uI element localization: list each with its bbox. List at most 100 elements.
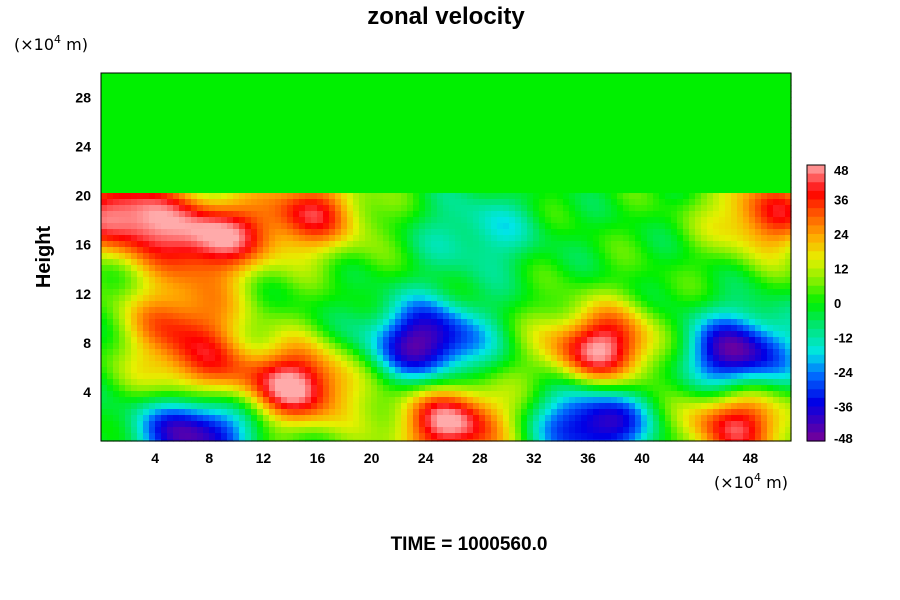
field-cell: [317, 247, 324, 254]
field-cell: [227, 241, 234, 248]
field-cell: [779, 247, 786, 254]
field-cell: [125, 103, 132, 110]
field-cell: [119, 283, 126, 290]
field-cell: [119, 163, 126, 170]
field-cell: [533, 325, 540, 332]
field-cell: [413, 295, 420, 302]
field-cell: [263, 139, 270, 146]
field-cell: [581, 211, 588, 218]
field-cell: [149, 205, 156, 212]
field-cell: [623, 139, 630, 146]
field-cell: [725, 283, 732, 290]
field-cell: [683, 199, 690, 206]
field-cell: [293, 271, 300, 278]
field-cell: [671, 127, 678, 134]
field-cell: [251, 169, 258, 176]
field-cell: [197, 187, 204, 194]
field-cell: [461, 247, 468, 254]
field-cell: [359, 211, 366, 218]
field-cell: [119, 121, 126, 128]
field-cell: [509, 205, 516, 212]
field-cell: [497, 85, 504, 92]
field-cell: [755, 217, 762, 224]
field-cell: [575, 73, 582, 80]
field-cell: [761, 253, 768, 260]
field-cell: [419, 211, 426, 218]
field-cell: [515, 253, 522, 260]
field-cell: [659, 313, 666, 320]
field-cell: [437, 253, 444, 260]
field-cell: [599, 181, 606, 188]
field-cell: [743, 211, 750, 218]
field-cell: [773, 109, 780, 116]
field-cell: [503, 235, 510, 242]
field-cell: [629, 319, 636, 326]
field-cell: [227, 139, 234, 146]
field-cell: [731, 139, 738, 146]
field-cell: [677, 313, 684, 320]
field-cell: [467, 133, 474, 140]
field-cell: [497, 157, 504, 164]
field-cell: [785, 271, 792, 278]
field-cell: [215, 109, 222, 116]
field-cell: [431, 217, 438, 224]
field-cell: [281, 301, 288, 308]
field-cell: [497, 163, 504, 170]
field-cell: [149, 217, 156, 224]
field-cell: [203, 145, 210, 152]
field-cell: [353, 277, 360, 284]
field-cell: [437, 211, 444, 218]
field-cell: [479, 235, 486, 242]
field-cell: [407, 73, 414, 80]
field-cell: [371, 121, 378, 128]
field-cell: [629, 307, 636, 314]
field-cell: [407, 79, 414, 86]
field-cell: [215, 229, 222, 236]
field-cell: [491, 295, 498, 302]
field-cell: [551, 157, 558, 164]
field-cell: [575, 265, 582, 272]
field-cell: [647, 307, 654, 314]
field-cell: [305, 205, 312, 212]
field-cell: [605, 259, 612, 266]
field-cell: [263, 115, 270, 122]
field-cell: [299, 133, 306, 140]
field-cell: [485, 175, 492, 182]
field-cell: [287, 289, 294, 296]
field-cell: [653, 79, 660, 86]
field-cell: [593, 301, 600, 308]
field-cell: [401, 289, 408, 296]
field-cell: [155, 229, 162, 236]
field-cell: [323, 235, 330, 242]
field-cell: [137, 109, 144, 116]
field-cell: [521, 259, 528, 266]
field-cell: [317, 259, 324, 266]
field-cell: [293, 313, 300, 320]
field-cell: [767, 247, 774, 254]
field-cell: [389, 187, 396, 194]
field-cell: [527, 145, 534, 152]
field-cell: [377, 127, 384, 134]
field-cell: [533, 205, 540, 212]
field-cell: [551, 307, 558, 314]
field-cell: [455, 325, 462, 332]
field-cell: [575, 223, 582, 230]
field-cell: [515, 241, 522, 248]
field-cell: [773, 229, 780, 236]
field-cell: [539, 127, 546, 134]
field-cell: [467, 235, 474, 242]
field-cell: [491, 169, 498, 176]
field-cell: [551, 85, 558, 92]
field-cell: [563, 157, 570, 164]
field-cell: [785, 133, 792, 140]
field-cell: [527, 211, 534, 218]
field-cell: [551, 211, 558, 218]
field-cell: [653, 319, 660, 326]
field-cell: [125, 325, 132, 332]
field-cell: [767, 151, 774, 158]
field-cell: [365, 277, 372, 284]
field-cell: [401, 97, 408, 104]
field-cell: [641, 289, 648, 296]
field-cell: [731, 193, 738, 200]
field-cell: [599, 313, 606, 320]
